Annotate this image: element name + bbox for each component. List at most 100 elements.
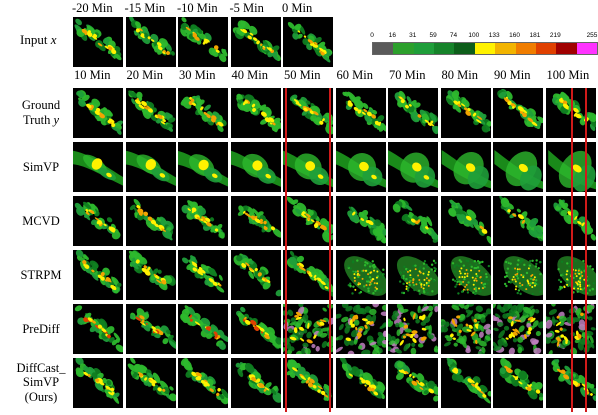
prediction-frame bbox=[178, 304, 228, 354]
prediction-frame bbox=[493, 358, 543, 408]
colorbar-tick-label: 74 bbox=[449, 32, 458, 39]
prediction-frame bbox=[178, 250, 228, 300]
colorbar bbox=[372, 42, 598, 55]
prediction-frame bbox=[493, 250, 543, 300]
output-time-label: 10 Min bbox=[74, 68, 111, 82]
input-time-label: 0 Min bbox=[282, 1, 313, 15]
prediction-frame bbox=[230, 196, 281, 246]
input-time-label: -15 Min bbox=[124, 1, 166, 15]
colorbar-segment bbox=[515, 43, 536, 54]
colorbar-segment bbox=[556, 43, 577, 54]
prediction-frame bbox=[335, 88, 386, 138]
prediction-frame bbox=[545, 304, 596, 354]
prediction-frame bbox=[440, 304, 491, 354]
prediction-frame bbox=[388, 142, 438, 192]
prediction-frame bbox=[230, 250, 281, 300]
prediction-frame bbox=[388, 88, 438, 138]
prediction-frame bbox=[335, 196, 386, 246]
colorbar-tick-label: 0 bbox=[370, 32, 374, 39]
row-label: Ground Truth y bbox=[21, 98, 61, 127]
prediction-frame bbox=[125, 304, 176, 354]
prediction-frame bbox=[283, 358, 333, 408]
colorbar-tick-label: 181 bbox=[529, 32, 541, 39]
colorbar-segment bbox=[495, 43, 516, 54]
prediction-frame bbox=[73, 304, 123, 354]
prediction-frame bbox=[440, 358, 491, 408]
input-time-label: -5 Min bbox=[229, 1, 264, 15]
input-frame bbox=[230, 17, 281, 67]
highlight-line bbox=[585, 88, 587, 412]
colorbar-tick-label: 219 bbox=[549, 32, 561, 39]
output-time-label: 70 Min bbox=[389, 68, 426, 82]
prediction-frame bbox=[178, 358, 228, 408]
highlight-line bbox=[571, 88, 573, 412]
colorbar-tick-label: 59 bbox=[429, 32, 437, 39]
input-frame bbox=[125, 17, 176, 67]
colorbar-tick-label: 16 bbox=[388, 32, 396, 39]
colorbar-segment bbox=[393, 43, 414, 54]
output-time-label: 80 Min bbox=[441, 68, 478, 82]
prediction-frame bbox=[440, 88, 491, 138]
prediction-frame bbox=[283, 88, 333, 138]
prediction-frame bbox=[73, 250, 123, 300]
prediction-frame bbox=[388, 250, 438, 300]
prediction-frame bbox=[230, 88, 281, 138]
colorbar-segment bbox=[576, 43, 597, 54]
colorbar-segment bbox=[454, 43, 475, 54]
highlight-line bbox=[285, 88, 287, 412]
prediction-frame bbox=[230, 358, 281, 408]
prediction-frame bbox=[230, 304, 281, 354]
input-frame bbox=[283, 17, 333, 67]
prediction-frame bbox=[440, 196, 491, 246]
prediction-frame bbox=[335, 250, 386, 300]
input-frame bbox=[73, 17, 123, 67]
output-time-label: 30 Min bbox=[179, 68, 216, 82]
prediction-frame bbox=[335, 142, 386, 192]
output-time-label: 20 Min bbox=[126, 68, 163, 82]
colorbar-tick-label: 100 bbox=[468, 32, 480, 39]
highlight-line bbox=[329, 88, 331, 412]
prediction-frame bbox=[73, 88, 123, 138]
output-time-label: 50 Min bbox=[284, 68, 321, 82]
prediction-frame bbox=[283, 304, 333, 354]
prediction-frame bbox=[283, 196, 333, 246]
prediction-frame bbox=[335, 358, 386, 408]
prediction-frame bbox=[125, 88, 176, 138]
colorbar-segment bbox=[535, 43, 557, 54]
output-time-label: 40 Min bbox=[231, 68, 268, 82]
output-time-label: 60 Min bbox=[336, 68, 373, 82]
prediction-frame bbox=[73, 142, 123, 192]
colorbar-tick-label: 160 bbox=[509, 32, 520, 39]
prediction-frame bbox=[335, 304, 386, 354]
row-label: DiffCast_ SimVP (Ours) bbox=[16, 360, 66, 404]
prediction-frame bbox=[178, 142, 228, 192]
colorbar-segment bbox=[413, 43, 435, 54]
prediction-frame bbox=[388, 358, 438, 408]
prediction-frame bbox=[493, 196, 543, 246]
row-label: PreDiff bbox=[22, 321, 60, 336]
input-frame bbox=[178, 17, 228, 67]
prediction-frame bbox=[493, 88, 543, 138]
colorbar-segment bbox=[474, 43, 496, 54]
prediction-frame bbox=[178, 88, 228, 138]
colorbar-segment bbox=[434, 43, 455, 54]
prediction-frame bbox=[493, 142, 543, 192]
input-row-label: Input x bbox=[20, 32, 57, 47]
colorbar-segment bbox=[373, 43, 394, 54]
row-label: MCVD bbox=[22, 213, 60, 228]
prediction-frame bbox=[545, 88, 596, 138]
prediction-frame bbox=[125, 358, 176, 408]
row-label: STRPM bbox=[20, 267, 62, 282]
prediction-frame bbox=[440, 250, 491, 300]
input-time-label: -20 Min bbox=[72, 1, 113, 15]
input-time-label: -10 Min bbox=[177, 1, 218, 15]
prediction-frame bbox=[73, 358, 123, 408]
prediction-frame bbox=[388, 196, 438, 246]
prediction-frame bbox=[283, 142, 333, 192]
row-label: SimVP bbox=[22, 159, 60, 174]
output-time-label: 100 Min bbox=[546, 68, 590, 82]
prediction-frame bbox=[125, 196, 176, 246]
colorbar-tick-label: 255 bbox=[586, 32, 598, 39]
prediction-frame bbox=[178, 196, 228, 246]
prediction-frame bbox=[73, 196, 123, 246]
